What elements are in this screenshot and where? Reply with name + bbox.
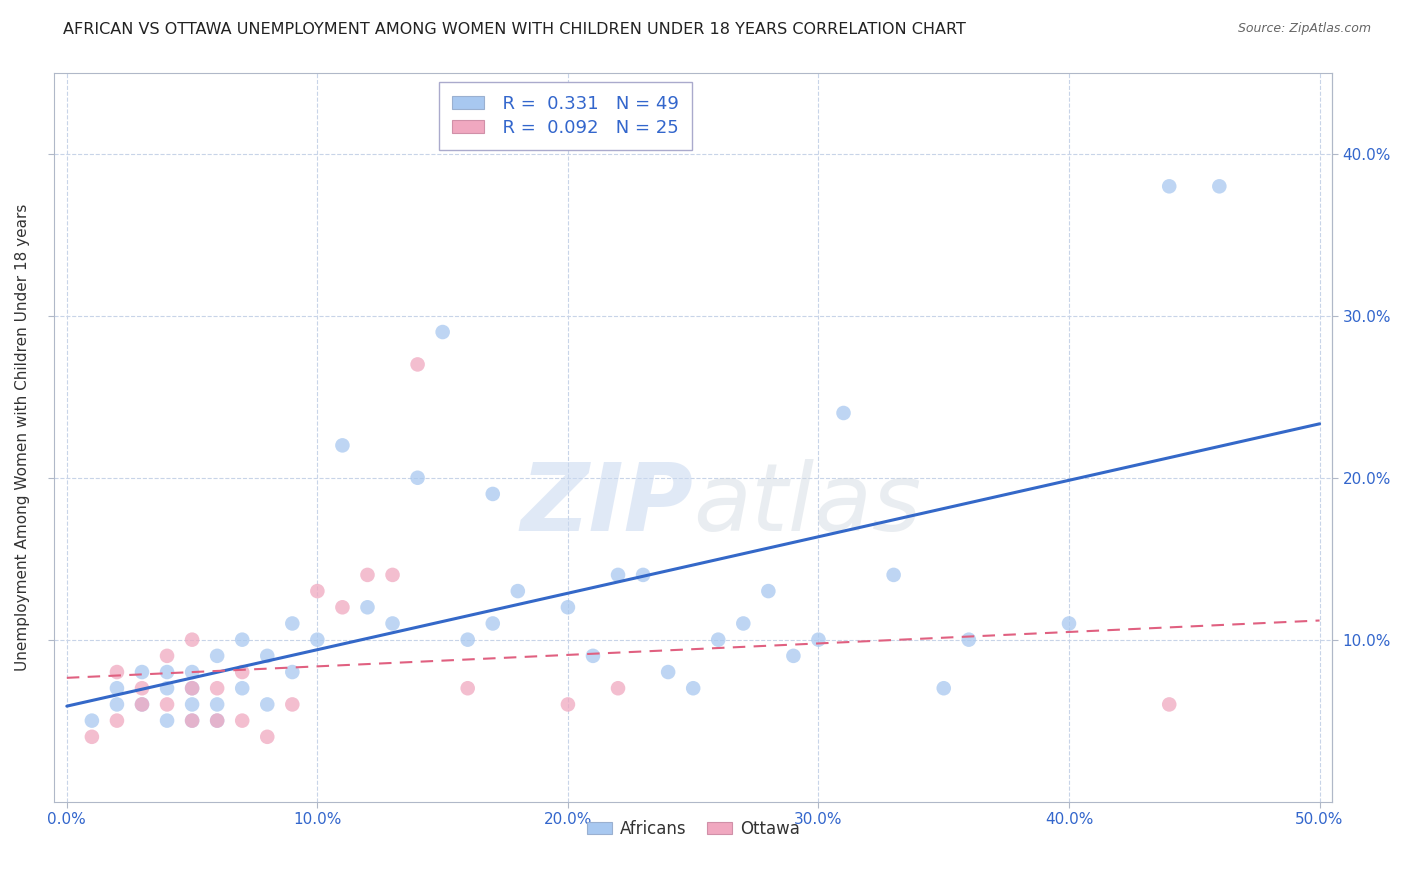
Point xyxy=(883,568,905,582)
Point xyxy=(231,665,253,679)
Point xyxy=(156,665,179,679)
Point xyxy=(231,632,253,647)
Point xyxy=(607,681,630,696)
Point xyxy=(231,681,253,696)
Point xyxy=(131,681,153,696)
Point xyxy=(281,616,304,631)
Point xyxy=(181,681,204,696)
Point xyxy=(131,698,153,712)
Point xyxy=(707,632,730,647)
Point xyxy=(281,698,304,712)
Point xyxy=(481,487,503,501)
Point xyxy=(332,438,354,452)
Legend: Africans, Ottawa: Africans, Ottawa xyxy=(579,813,807,844)
Point xyxy=(356,568,378,582)
Point xyxy=(356,600,378,615)
Point xyxy=(80,730,103,744)
Point xyxy=(557,698,579,712)
Point xyxy=(205,648,228,663)
Point xyxy=(506,584,529,599)
Point xyxy=(205,714,228,728)
Point xyxy=(832,406,855,420)
Point xyxy=(105,698,128,712)
Point xyxy=(156,714,179,728)
Text: AFRICAN VS OTTAWA UNEMPLOYMENT AMONG WOMEN WITH CHILDREN UNDER 18 YEARS CORRELAT: AFRICAN VS OTTAWA UNEMPLOYMENT AMONG WOM… xyxy=(63,22,966,37)
Text: Source: ZipAtlas.com: Source: ZipAtlas.com xyxy=(1237,22,1371,36)
Y-axis label: Unemployment Among Women with Children Under 18 years: Unemployment Among Women with Children U… xyxy=(15,203,30,671)
Point xyxy=(105,665,128,679)
Point xyxy=(457,681,479,696)
Point xyxy=(205,681,228,696)
Point xyxy=(156,698,179,712)
Point xyxy=(457,632,479,647)
Point xyxy=(432,325,454,339)
Text: ZIP: ZIP xyxy=(520,459,693,551)
Point xyxy=(105,681,128,696)
Point xyxy=(782,648,804,663)
Point xyxy=(682,681,704,696)
Point xyxy=(381,616,404,631)
Point xyxy=(181,665,204,679)
Point xyxy=(1159,698,1181,712)
Text: atlas: atlas xyxy=(693,459,921,550)
Point xyxy=(756,584,779,599)
Point xyxy=(131,698,153,712)
Point xyxy=(205,714,228,728)
Point xyxy=(307,632,329,647)
Point xyxy=(631,568,654,582)
Point xyxy=(406,358,429,372)
Point xyxy=(1208,179,1230,194)
Point xyxy=(406,471,429,485)
Point xyxy=(481,616,503,631)
Point xyxy=(105,714,128,728)
Point xyxy=(205,698,228,712)
Point xyxy=(256,698,278,712)
Point xyxy=(932,681,955,696)
Point xyxy=(957,632,980,647)
Point xyxy=(131,665,153,679)
Point xyxy=(181,698,204,712)
Point xyxy=(557,600,579,615)
Point xyxy=(156,648,179,663)
Point xyxy=(381,568,404,582)
Point xyxy=(582,648,605,663)
Point xyxy=(607,568,630,582)
Point xyxy=(80,714,103,728)
Point xyxy=(1057,616,1080,631)
Point xyxy=(657,665,679,679)
Point xyxy=(733,616,755,631)
Point xyxy=(181,632,204,647)
Point xyxy=(307,584,329,599)
Point xyxy=(1159,179,1181,194)
Point xyxy=(181,714,204,728)
Point xyxy=(181,681,204,696)
Point xyxy=(256,648,278,663)
Point xyxy=(807,632,830,647)
Point xyxy=(256,730,278,744)
Point xyxy=(181,714,204,728)
Point xyxy=(156,681,179,696)
Point xyxy=(332,600,354,615)
Point xyxy=(231,714,253,728)
Point xyxy=(281,665,304,679)
